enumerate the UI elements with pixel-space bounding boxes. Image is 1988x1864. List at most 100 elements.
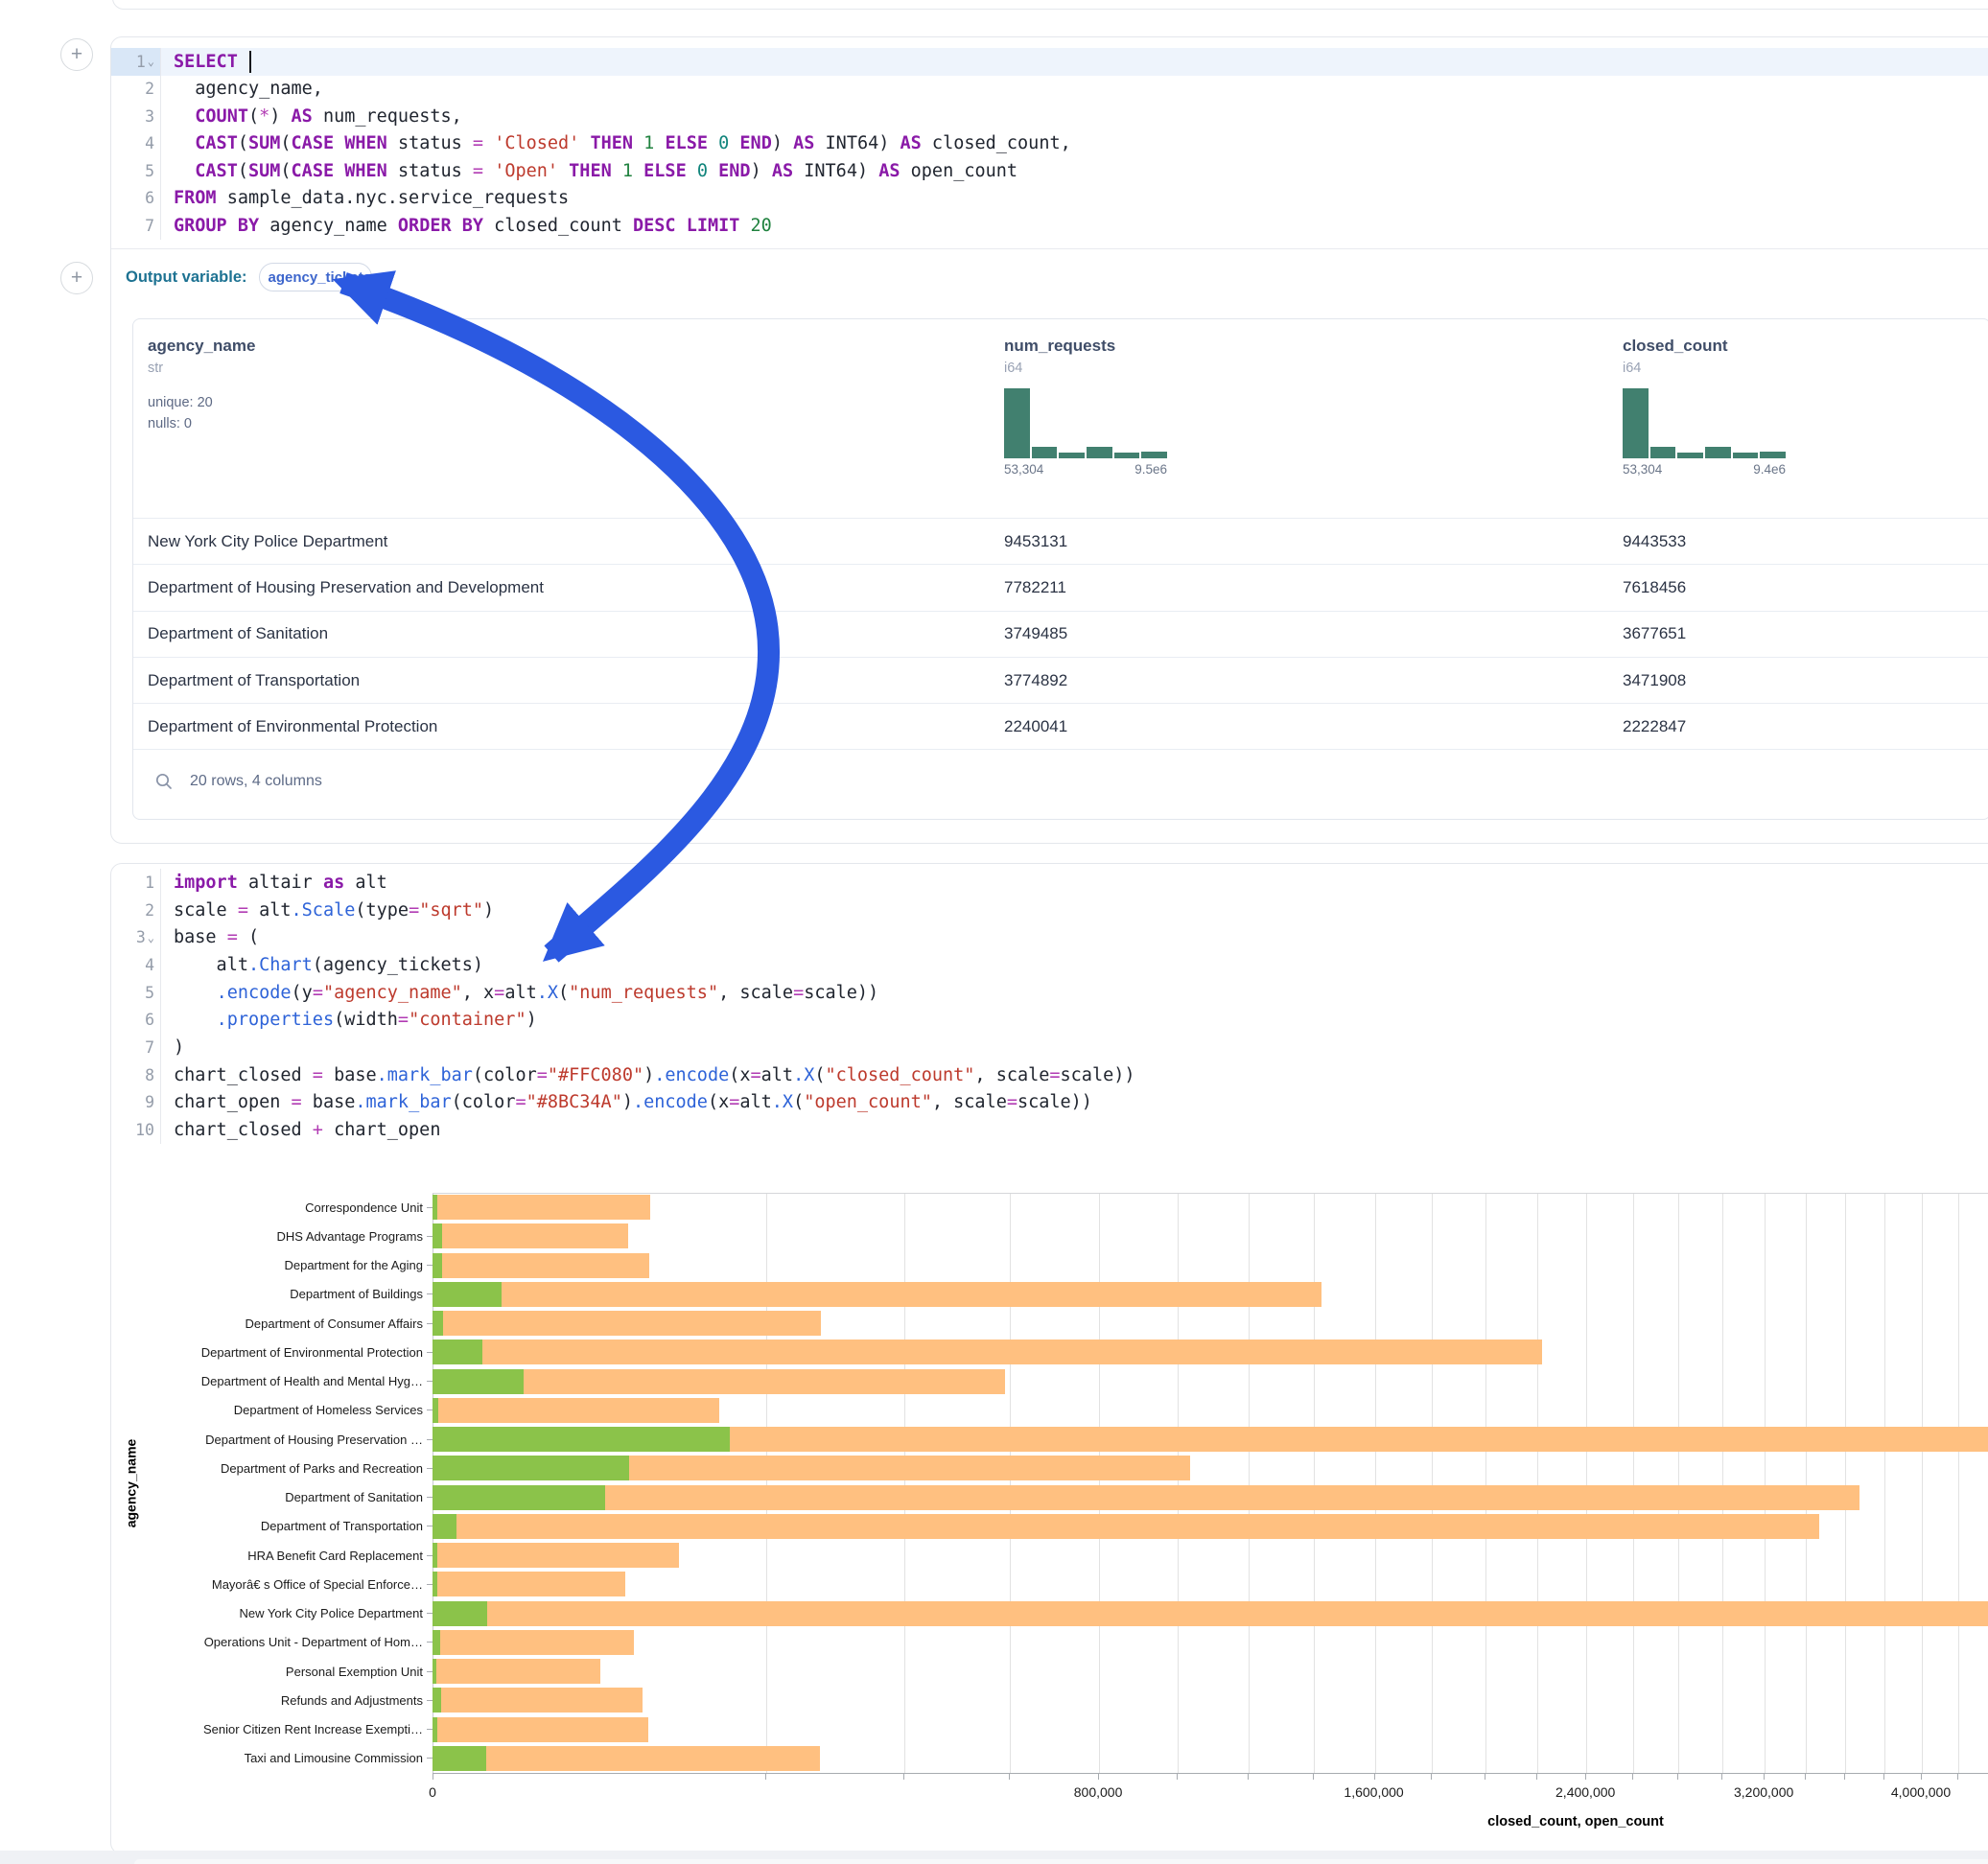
y-axis-tick — [427, 1497, 433, 1499]
code-token — [612, 161, 622, 181]
code-token: = — [312, 982, 323, 1003]
code-token — [452, 216, 462, 236]
sql-code-editor[interactable]: 1 ⌄ SELECT 2 agency_name, 3 COUNT(*) AS num… — [111, 37, 1988, 240]
x-axis-tick — [1535, 1774, 1537, 1780]
chart-row: Department of Consumer Affairs — [111, 1309, 1988, 1338]
code-token: "agency_name" — [322, 982, 462, 1003]
y-axis-label: Refunds and Adjustments — [280, 1692, 423, 1708]
code-token: LIMIT — [686, 215, 740, 236]
bar-closed-count — [433, 1745, 820, 1771]
line-number: 9 — [145, 1093, 154, 1112]
line-number: 10 — [135, 1121, 154, 1140]
code-token: .mark_bar — [376, 1064, 473, 1085]
code-token: "#8BC34A" — [526, 1092, 622, 1113]
code-token — [633, 133, 643, 153]
code-line: 7 GROUP BY agency_name ORDER BY closed_co… — [111, 212, 1988, 240]
code-token: = — [409, 899, 420, 920]
add-cell-button[interactable]: + — [60, 262, 93, 294]
code-token: ( — [247, 105, 260, 127]
line-number: 4 — [145, 955, 154, 974]
search-icon[interactable] — [154, 772, 174, 791]
y-axis-tick — [427, 1699, 433, 1701]
output-variable-pill[interactable]: agency_tickets — [258, 263, 372, 291]
code-token: 20 — [750, 215, 772, 236]
code-token: .X — [793, 1064, 815, 1085]
chart-row: Department of Parks and Recreation — [111, 1454, 1988, 1482]
code-token: agency_name — [259, 215, 398, 236]
y-axis-tick — [427, 1351, 433, 1353]
bar-open-count — [433, 1716, 438, 1742]
code-token: ) — [483, 899, 495, 920]
add-cell-button[interactable]: + — [60, 38, 93, 71]
chart-row: Department of Health and Mental Hyg… — [111, 1367, 1988, 1396]
code-token: (agency_tickets) — [312, 954, 484, 975]
code-token: status — [386, 133, 473, 154]
code-token: = — [536, 1064, 548, 1085]
chart-rows: Correspondence Unit DHS Advantage Program… — [111, 1193, 1988, 1773]
code-token: = — [226, 927, 238, 948]
bar-open-count — [433, 1543, 437, 1569]
code-token: "sqrt" — [419, 899, 484, 920]
code-token: (color — [451, 1092, 516, 1113]
code-line: 6 .properties (width = "container") — [111, 1006, 1988, 1035]
code-line: 3 COUNT(*) AS num_requests, — [111, 103, 1988, 130]
code-token: * — [259, 105, 270, 127]
code-token: BY — [237, 215, 260, 236]
y-axis-tick — [427, 1438, 433, 1440]
code-token: 1 — [643, 133, 655, 154]
x-axis-tick — [1431, 1774, 1433, 1780]
code-token: AS — [900, 133, 922, 154]
code-token: base — [301, 1092, 356, 1113]
column-header[interactable]: num_requests i64 53,304 9.5e6 — [1004, 337, 1168, 477]
table-row: Department of Environmental Protection 22… — [133, 703, 1988, 751]
y-axis-tick — [427, 1265, 433, 1267]
bar-closed-count — [433, 1252, 649, 1278]
code-token: 'Closed' — [494, 133, 580, 154]
collapse-chevron-icon[interactable]: ⌄ — [147, 55, 154, 69]
y-axis-tick — [427, 1642, 433, 1643]
python-code-editor[interactable]: 1 import altair as alt 2 scale = alt .Scale(… — [111, 864, 1988, 1144]
y-axis-label: Department of Consumer Affairs — [245, 1316, 423, 1331]
code-token: = — [291, 1092, 302, 1113]
chart-row: Department for the Aging — [111, 1251, 1988, 1280]
code-line: 8 chart_closed = base .mark_bar (color = "#FF… — [111, 1060, 1988, 1089]
code-token: ) — [621, 1092, 633, 1113]
code-token — [708, 161, 718, 181]
code-token — [227, 216, 238, 236]
y-axis-label: Department of Health and Mental Hyg… — [200, 1374, 423, 1389]
collapse-chevron-icon[interactable]: ⌄ — [147, 930, 154, 944]
code-token: DESC — [632, 215, 676, 236]
line-number: 1 — [135, 52, 146, 71]
code-token: , scale — [718, 982, 794, 1003]
column-header[interactable]: closed_count i64 53,304 9.4e6 — [1623, 337, 1787, 477]
code-token — [739, 216, 750, 236]
column-histogram — [1004, 388, 1168, 458]
code-token: ( — [237, 927, 260, 948]
table-cell: Department of Environmental Protection — [148, 716, 438, 735]
bar-open-count — [433, 1600, 488, 1626]
bar-closed-count — [433, 1223, 628, 1249]
code-token: agency_name, — [174, 79, 323, 100]
code-token: WHEN — [344, 133, 387, 154]
cell-divider — [111, 248, 1988, 249]
histogram-bar — [1141, 452, 1168, 458]
code-token: ( — [280, 160, 292, 181]
code-token: END — [739, 133, 772, 154]
x-axis-tick — [1921, 1774, 1922, 1780]
code-token: ORDER — [397, 215, 452, 236]
histogram-bar — [1705, 446, 1731, 458]
y-axis-label: DHS Advantage Programs — [276, 1228, 423, 1244]
bar-open-count — [433, 1311, 443, 1337]
bar-open-count — [433, 1368, 525, 1394]
code-token: closed_count — [483, 215, 633, 236]
table-cell: Department of Transportation — [148, 670, 361, 689]
code-token — [174, 161, 195, 181]
y-axis-label: Department of Environmental Protection — [200, 1344, 423, 1360]
column-header[interactable]: agency_name str unique: 20 nulls: 0 — [148, 337, 256, 431]
table-cell: New York City Police Department — [148, 531, 388, 550]
code-token: .encode — [216, 982, 292, 1003]
x-axis-tick — [1883, 1774, 1884, 1780]
code-token: ( — [558, 982, 570, 1003]
code-token: "num_requests" — [569, 982, 719, 1003]
bar-open-count — [433, 1688, 442, 1713]
